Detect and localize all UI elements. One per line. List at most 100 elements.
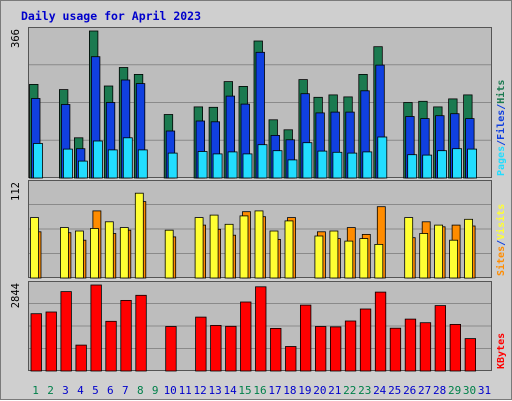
bar-pages [197, 151, 208, 179]
y-axis-label-part: / [496, 140, 507, 146]
x-tick-label: 1 [32, 384, 39, 397]
bar-kbytes [389, 327, 402, 372]
bar-kbytes [60, 291, 72, 372]
bar-visits [329, 230, 339, 279]
bar-kbytes [105, 320, 117, 372]
x-tick-label: 7 [122, 384, 129, 397]
x-tick-label: 19 [298, 384, 311, 397]
bar-kbytes [30, 313, 42, 372]
bar-kbytes [45, 311, 57, 372]
bar-kbytes [270, 327, 282, 372]
series-kbytes [30, 284, 477, 372]
y-axis-label-part: / [496, 240, 507, 246]
bar-kbytes [135, 294, 147, 372]
bar-pages [452, 148, 463, 179]
bar-kbytes [329, 326, 342, 372]
bar-kbytes [75, 344, 87, 372]
x-tick-label: 18 [283, 384, 296, 397]
bar-visits [269, 230, 279, 279]
x-tick-label: 31 [478, 384, 491, 397]
x-tick-label: 26 [403, 384, 416, 397]
panel-visits: 112 Sites/Visits [10, 180, 507, 279]
series-visits [30, 192, 474, 279]
x-tick-label: 3 [62, 384, 69, 397]
bar-pages [63, 148, 73, 179]
bar-visits [75, 230, 84, 279]
y-max-label-requests: 366 [10, 29, 22, 48]
x-tick-label: 9 [152, 384, 159, 397]
x-tick-label: 6 [107, 384, 114, 397]
bar-visits [164, 229, 174, 279]
bar-pages [122, 137, 133, 179]
bar-kbytes [419, 322, 432, 372]
bar-pages [167, 152, 178, 179]
bar-pages [347, 152, 358, 179]
chart-panels: 366Pages/Files/Hits112Sites/Visits2844KB… [10, 27, 507, 372]
bar-visits [404, 217, 414, 279]
bar-pages [332, 151, 343, 179]
bar-kbytes [285, 346, 297, 372]
bar-kbytes [464, 338, 477, 372]
y-axis-label-part: Visits [495, 204, 507, 240]
bar-pages [93, 140, 103, 179]
bar-pages [467, 148, 478, 179]
bar-pages [437, 150, 448, 179]
bar-kbytes [165, 326, 177, 372]
bar-kbytes [344, 320, 357, 372]
bar-pages [317, 150, 328, 179]
x-tick-label: 15 [238, 384, 251, 397]
bar-pages [78, 160, 88, 179]
bar-visits [419, 233, 429, 279]
y-max-label-kbytes: 2844 [10, 283, 22, 308]
bar-visits [254, 210, 264, 279]
bar-kbytes [240, 301, 252, 372]
x-tick-label: 17 [268, 384, 281, 397]
bar-pages [227, 151, 238, 179]
x-tick-label: 28 [433, 384, 446, 397]
bar-visits [209, 214, 219, 279]
bar-visits [239, 215, 249, 279]
x-tick-label: 8 [137, 384, 144, 397]
bar-kbytes [314, 326, 327, 372]
bar-visits [104, 221, 114, 279]
bar-visits [224, 223, 234, 279]
x-tick-label: 14 [223, 384, 237, 397]
bar-visits [30, 217, 39, 279]
bar-pages [302, 142, 313, 179]
x-tick-label: 23 [358, 384, 371, 397]
x-tick-label: 16 [253, 384, 266, 397]
bar-pages [377, 136, 388, 179]
bar-pages [422, 154, 433, 179]
y-axis-label-requests: Pages/Files/Hits [495, 80, 507, 176]
bar-kbytes [225, 325, 237, 372]
bar-pages [287, 159, 298, 179]
bar-pages [362, 151, 373, 179]
x-tick-label: 11 [179, 384, 192, 397]
x-tick-label: 2 [47, 384, 54, 397]
chart-title: Daily usage for April 2023 [21, 9, 201, 23]
x-axis-tick-labels: 1 2 3 4 5 6 7 8 9 10 11 12 13 14 15 16 17 18 19 20 21 22 23 24 2… [32, 384, 491, 397]
bar-visits [60, 227, 69, 279]
bar-kbytes [299, 304, 312, 372]
y-axis-label-part: Hits [495, 80, 507, 104]
x-tick-label: 22 [343, 384, 356, 397]
bar-pages [242, 153, 253, 179]
bar-visits [90, 228, 99, 279]
x-tick-label: 27 [418, 384, 431, 397]
bar-kbytes [90, 284, 102, 372]
bar-kbytes [255, 286, 267, 372]
y-axis-label-visits: Sites/Visits [495, 204, 507, 276]
y-axis-label-part: Files [495, 110, 507, 140]
y-axis-label-part: KBytes [496, 333, 507, 369]
bar-visits [434, 224, 444, 279]
panel-kbytes: 2844 KBytes [10, 281, 507, 372]
bar-visits [134, 192, 144, 279]
bar-kbytes [210, 324, 222, 372]
bar-kbytes [120, 299, 132, 372]
bar-pages [272, 150, 283, 179]
bar-visits [449, 239, 459, 279]
x-tick-label: 13 [208, 384, 221, 397]
x-tick-label: 25 [388, 384, 401, 397]
